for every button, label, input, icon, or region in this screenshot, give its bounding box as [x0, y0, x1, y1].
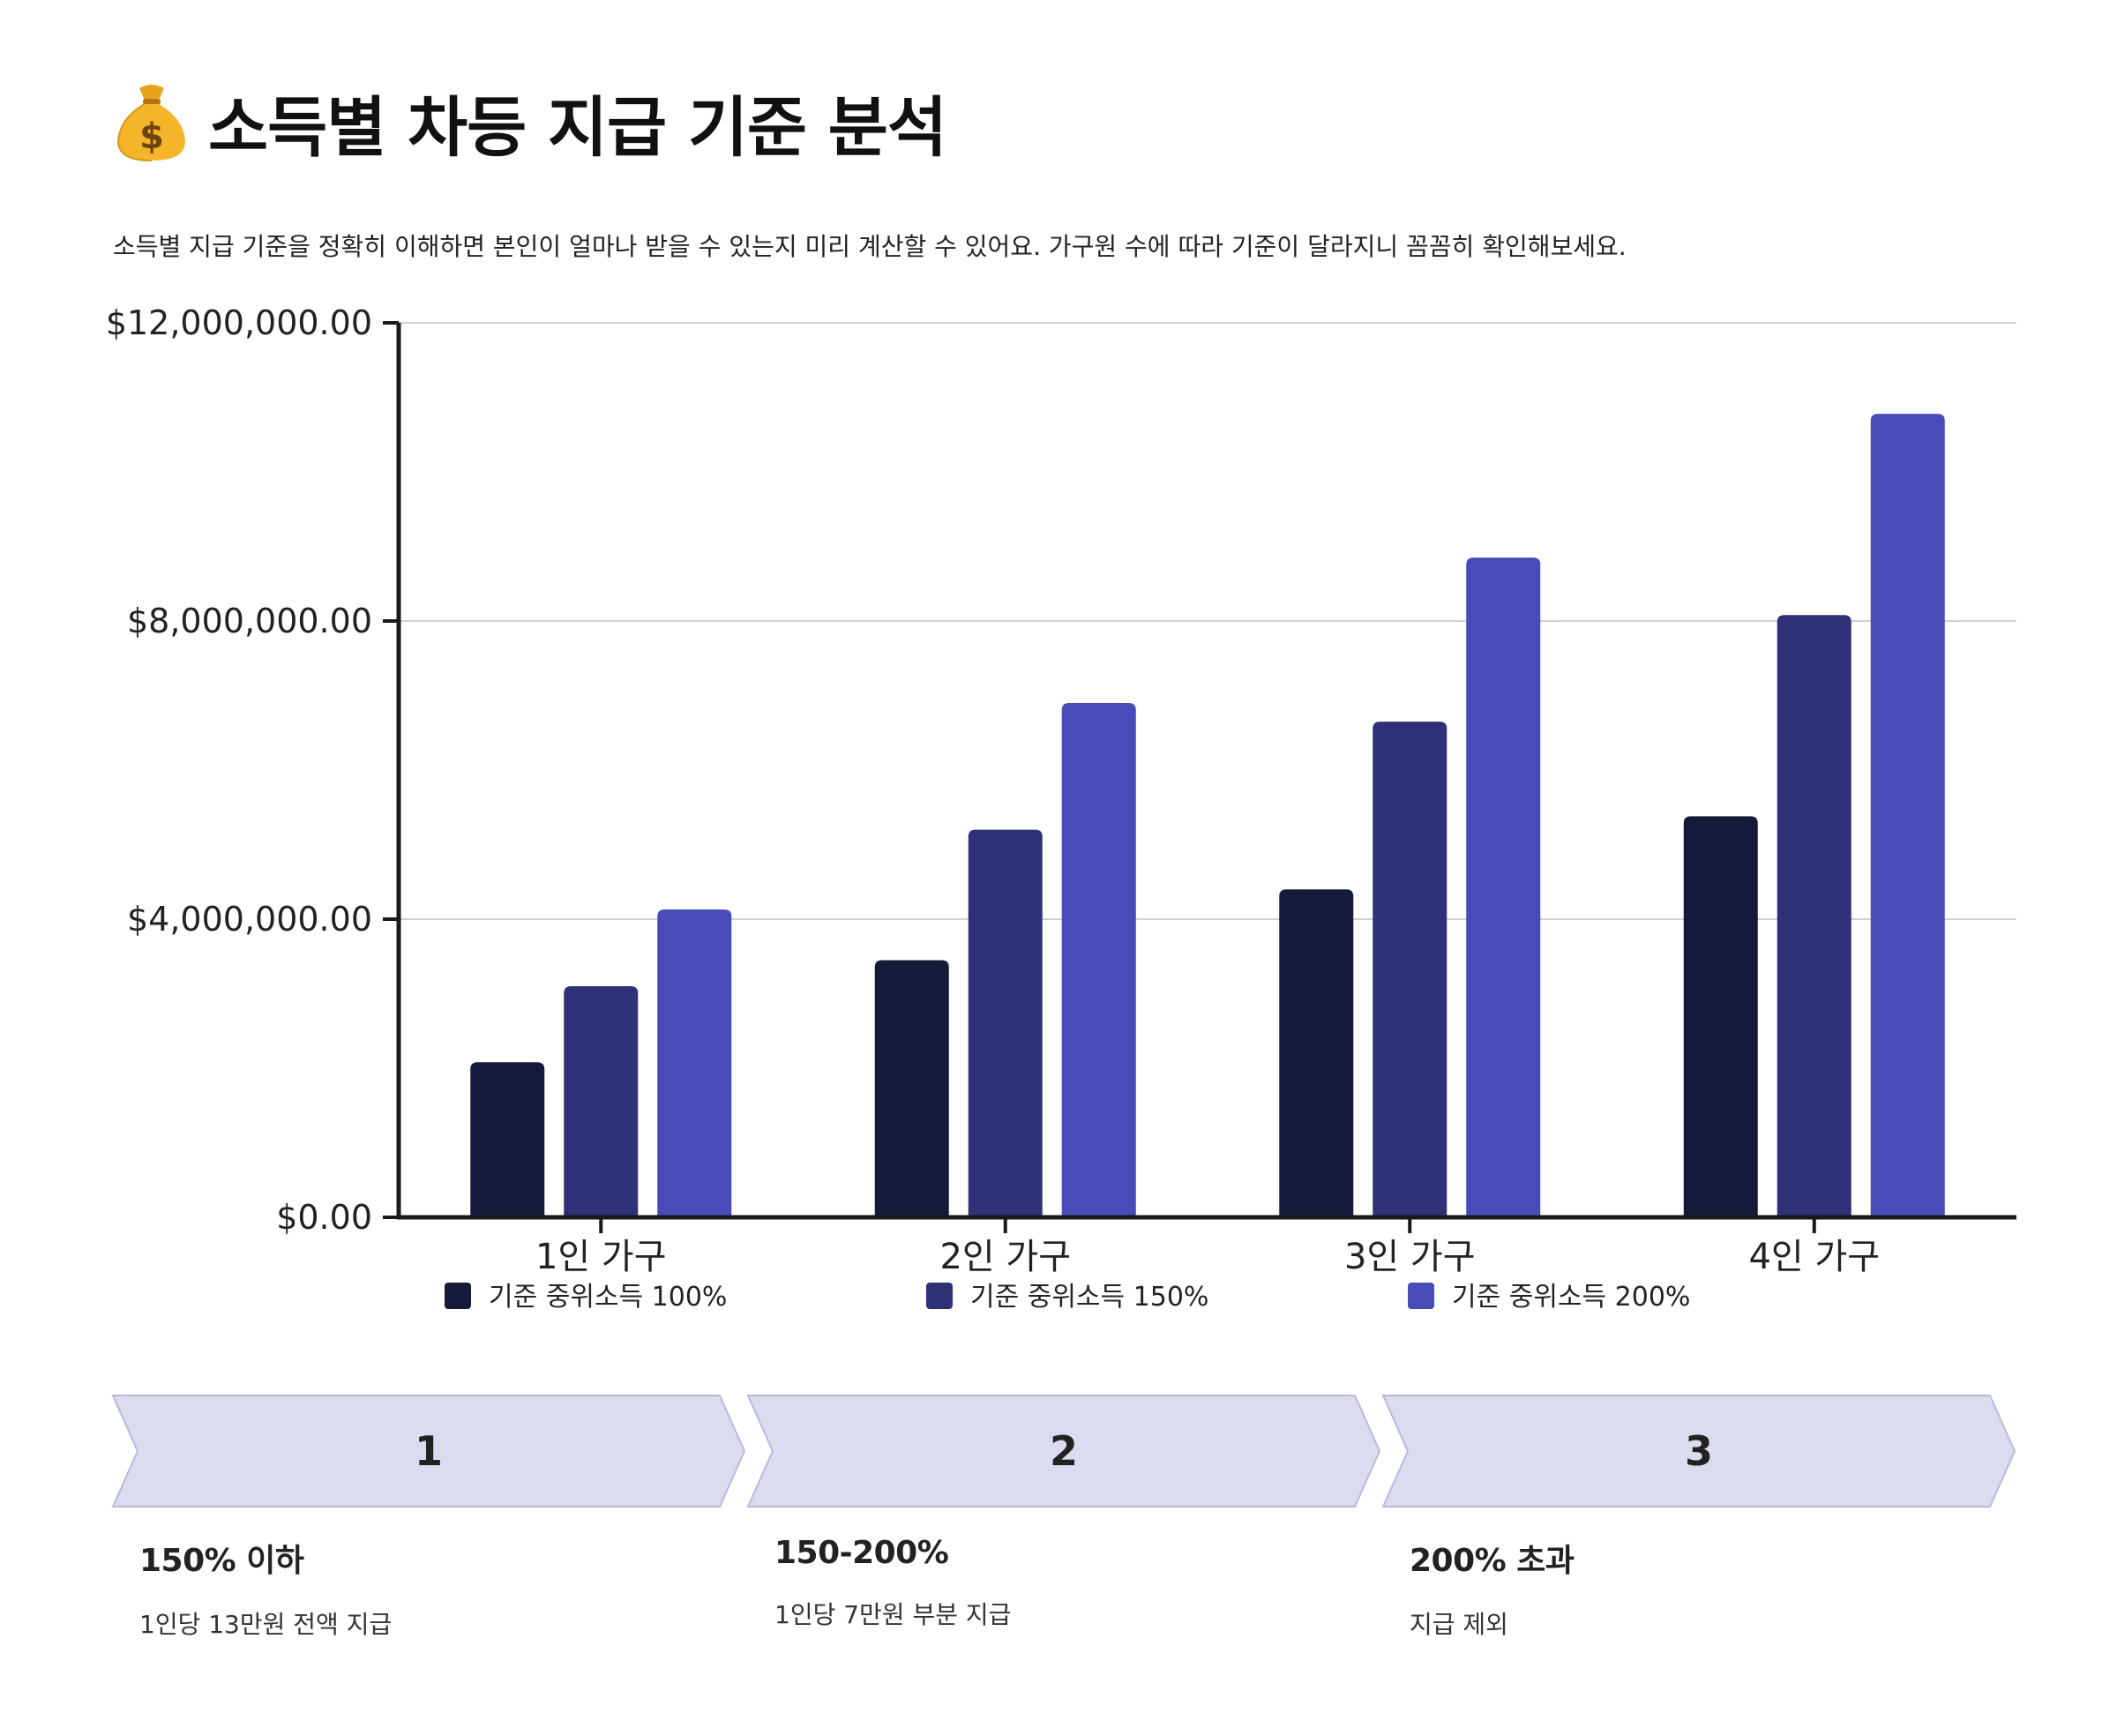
bar — [1466, 557, 1541, 1217]
bar — [968, 829, 1043, 1217]
step-arrow-shape — [746, 1395, 1381, 1508]
step-arrow-shape — [111, 1395, 746, 1508]
title-row: $ 소득별 차등 지급 기준 분석 — [113, 78, 947, 166]
legend-swatch — [1408, 1283, 1434, 1309]
y-tick-label: $4,000,000.00 — [127, 900, 372, 939]
step-heading: 200% 초과 — [1410, 1543, 1575, 1579]
step-3-info: 200% 초과 지급 제외 — [1410, 1535, 1974, 1641]
x-tick-label: 4인 가구 — [1748, 1237, 1880, 1277]
legend: 기준 중위소득 100% 기준 중위소득 150% 기준 중위소득 200% — [445, 1282, 1690, 1313]
page-description: 소득별 지급 기준을 정확히 이해하면 본인이 얼마나 받을 수 있는지 미리 … — [113, 232, 1627, 261]
money-bag-icon: $ — [116, 85, 185, 161]
bar — [1061, 702, 1136, 1217]
bar — [1870, 414, 1945, 1218]
legend-swatch — [926, 1283, 953, 1309]
step-description: 1인당 13만원 전액 지급 — [139, 1610, 393, 1639]
y-tick-label: $0.00 — [276, 1198, 372, 1237]
step-2-info: 150-200% 1인당 7만원 부분 지급 — [774, 1535, 1339, 1631]
x-tick-label: 2인 가구 — [939, 1237, 1071, 1277]
legend-label: 기준 중위소득 100% — [489, 1282, 727, 1313]
bar — [1683, 816, 1758, 1217]
step-3: 3 — [1381, 1394, 2016, 1508]
step-heading: 150% 이하 — [139, 1543, 304, 1579]
step-1: 1 — [111, 1394, 746, 1508]
x-tick-label: 3인 가구 — [1344, 1237, 1476, 1277]
bar — [657, 909, 732, 1217]
grid-lines — [399, 322, 2016, 920]
legend-swatch — [445, 1283, 471, 1309]
svg-text:$: $ — [139, 116, 164, 157]
x-tick-label: 1인 가구 — [535, 1237, 667, 1277]
bar — [1373, 722, 1447, 1217]
step-heading: 150-200% — [774, 1535, 949, 1571]
step-description: 지급 제외 — [1410, 1610, 1508, 1639]
legend-label: 기준 중위소득 200% — [1452, 1282, 1690, 1313]
y-tick-label: $8,000,000.00 — [127, 602, 372, 640]
grouped-bar-chart: $0.00 $4,000,000.00 $8,000,000.00 $12,000,0… — [106, 303, 2016, 1313]
page-title: 소득별 차등 지급 기준 분석 — [208, 89, 947, 166]
bar — [1777, 615, 1851, 1217]
axes: $0.00 $4,000,000.00 $8,000,000.00 $12,000,0… — [106, 303, 2016, 1277]
step-2: 2 — [746, 1394, 1381, 1508]
bars — [470, 414, 1945, 1218]
step-1-info: 150% 이하 1인당 13만원 전액 지급 — [139, 1535, 704, 1641]
bar — [564, 986, 639, 1217]
step-description: 1인당 7만원 부분 지급 — [774, 1600, 1012, 1629]
bar — [470, 1062, 545, 1217]
steps-row: 1 2 3 — [111, 1394, 2016, 1508]
bar — [1279, 889, 1354, 1217]
step-number: 2 — [1049, 1427, 1078, 1475]
step-number: 3 — [1684, 1427, 1713, 1475]
bar — [874, 960, 949, 1217]
step-number: 1 — [414, 1427, 443, 1475]
step-arrow-shape — [1381, 1395, 2016, 1508]
y-tick-label: $12,000,000.00 — [106, 303, 372, 342]
legend-label: 기준 중위소득 150% — [970, 1282, 1208, 1313]
